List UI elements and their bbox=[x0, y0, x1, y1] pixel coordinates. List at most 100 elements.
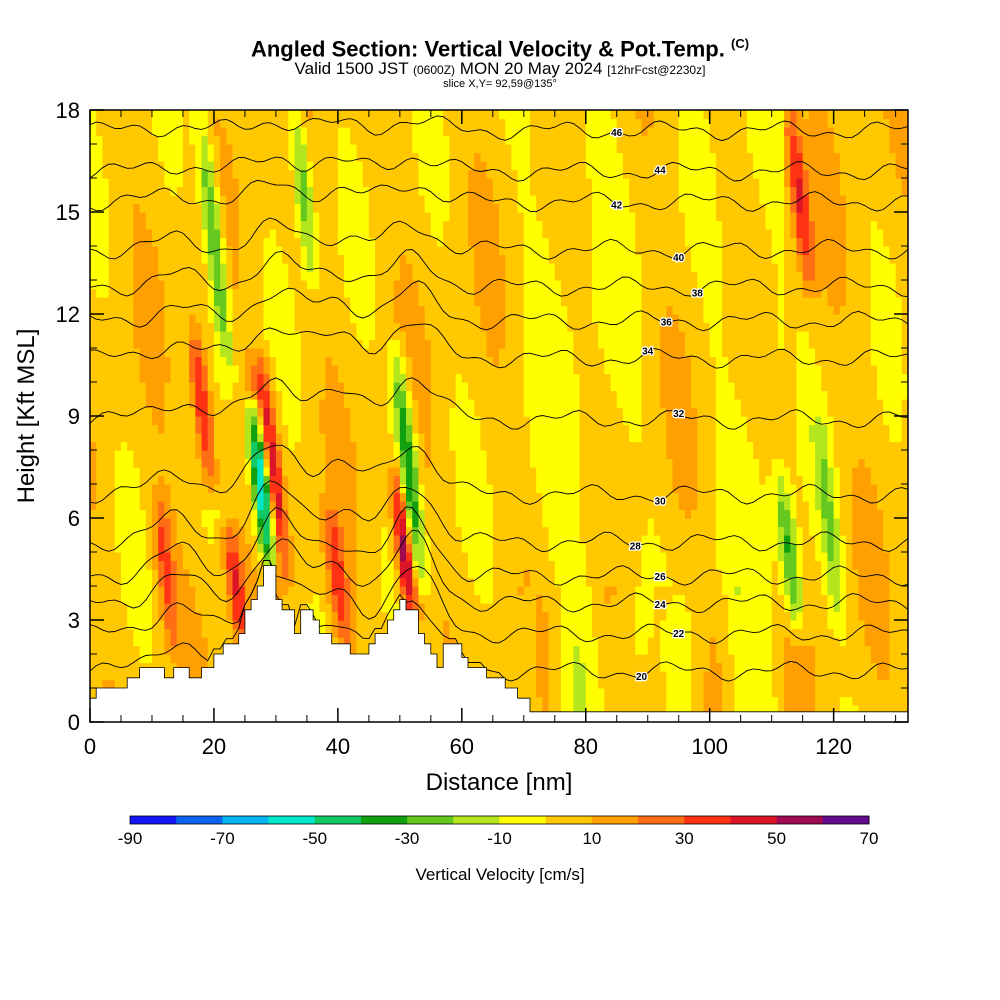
velocity-cell bbox=[375, 390, 382, 400]
velocity-cell bbox=[492, 220, 500, 230]
velocity-cell bbox=[492, 620, 500, 630]
velocity-cell bbox=[257, 416, 265, 426]
velocity-cell bbox=[145, 280, 153, 290]
velocity-cell bbox=[461, 509, 469, 519]
velocity-cell bbox=[486, 110, 494, 120]
velocity-cell bbox=[399, 501, 407, 511]
velocity-cell bbox=[356, 144, 364, 154]
velocity-cell bbox=[182, 620, 190, 630]
velocity-cell bbox=[201, 169, 209, 179]
velocity-cell bbox=[362, 475, 370, 485]
velocity-cell bbox=[151, 433, 159, 443]
velocity-cell bbox=[505, 637, 512, 647]
velocity-cell bbox=[232, 569, 240, 579]
velocity-cell bbox=[331, 280, 339, 290]
velocity-cell bbox=[313, 484, 320, 494]
velocity-cell bbox=[108, 178, 116, 188]
velocity-cell bbox=[412, 501, 420, 511]
velocity-cell bbox=[269, 161, 277, 171]
velocity-cell bbox=[207, 135, 215, 145]
velocity-cell bbox=[207, 560, 215, 570]
velocity-cell bbox=[127, 118, 134, 128]
velocity-cell bbox=[158, 603, 165, 613]
velocity-cell bbox=[108, 169, 116, 179]
velocity-cell bbox=[170, 331, 178, 341]
velocity-cell bbox=[189, 382, 196, 392]
velocity-cell bbox=[319, 144, 327, 154]
velocity-cell bbox=[133, 450, 141, 460]
velocity-cell bbox=[251, 110, 258, 120]
velocity-cell bbox=[294, 271, 302, 281]
velocity-cell bbox=[418, 390, 426, 400]
velocity-cell bbox=[189, 373, 196, 383]
velocity-cell bbox=[362, 645, 370, 655]
velocity-cell bbox=[356, 254, 364, 264]
velocity-cell bbox=[90, 450, 97, 460]
velocity-cell bbox=[455, 254, 463, 264]
velocity-cell bbox=[350, 543, 358, 553]
velocity-cell bbox=[443, 594, 451, 604]
velocity-cell bbox=[300, 458, 308, 468]
velocity-cell bbox=[195, 305, 203, 315]
velocity-cell bbox=[313, 203, 320, 213]
velocity-cell bbox=[151, 144, 159, 154]
velocity-cell bbox=[344, 203, 351, 213]
velocity-cell bbox=[220, 118, 227, 128]
velocity-cell bbox=[201, 586, 209, 596]
velocity-cell bbox=[443, 186, 451, 196]
velocity-cell bbox=[406, 433, 413, 443]
velocity-cell bbox=[102, 390, 110, 400]
velocity-cell bbox=[189, 492, 196, 502]
velocity-cell bbox=[263, 475, 271, 485]
velocity-cell bbox=[455, 331, 463, 341]
velocity-cell bbox=[331, 152, 339, 162]
velocity-cell bbox=[96, 552, 103, 562]
velocity-cell bbox=[412, 552, 420, 562]
velocity-cell bbox=[195, 280, 203, 290]
velocity-cell bbox=[511, 305, 519, 315]
velocity-cell bbox=[232, 543, 240, 553]
velocity-cell bbox=[406, 577, 413, 587]
velocity-cell bbox=[207, 305, 215, 315]
velocity-cell bbox=[393, 407, 401, 417]
velocity-cell bbox=[151, 152, 159, 162]
velocity-cell bbox=[282, 144, 289, 154]
velocity-cell bbox=[319, 416, 327, 426]
velocity-cell bbox=[511, 314, 519, 324]
velocity-cell bbox=[114, 365, 122, 375]
velocity-cell bbox=[164, 314, 172, 324]
velocity-cell bbox=[468, 135, 475, 145]
velocity-cell bbox=[350, 110, 358, 120]
velocity-cell bbox=[294, 484, 302, 494]
velocity-cell bbox=[263, 297, 271, 307]
velocity-cell bbox=[232, 450, 240, 460]
velocity-cell bbox=[319, 382, 327, 392]
velocity-cell bbox=[238, 433, 246, 443]
velocity-cell bbox=[207, 339, 215, 349]
velocity-cell bbox=[127, 110, 134, 120]
velocity-cell bbox=[325, 212, 333, 222]
velocity-cell bbox=[244, 169, 252, 179]
velocity-cell bbox=[344, 195, 351, 205]
velocity-cell bbox=[337, 458, 345, 468]
velocity-cell bbox=[189, 322, 196, 332]
velocity-cell bbox=[399, 526, 407, 536]
velocity-field bbox=[90, 110, 908, 722]
velocity-cell bbox=[182, 577, 190, 587]
velocity-cell bbox=[480, 348, 488, 358]
velocity-cell bbox=[182, 390, 190, 400]
velocity-cell bbox=[151, 118, 159, 128]
velocity-cell bbox=[387, 433, 395, 443]
velocity-cell bbox=[251, 433, 258, 443]
velocity-cell bbox=[387, 518, 395, 528]
velocity-cell bbox=[282, 526, 289, 536]
velocity-cell bbox=[480, 637, 488, 647]
velocity-cell bbox=[399, 577, 407, 587]
velocity-cell bbox=[325, 594, 333, 604]
velocity-cell bbox=[201, 297, 209, 307]
velocity-cell bbox=[368, 416, 376, 426]
velocity-cell bbox=[492, 424, 500, 434]
velocity-cell bbox=[511, 263, 519, 273]
velocity-cell bbox=[133, 365, 141, 375]
velocity-cell bbox=[468, 543, 475, 553]
